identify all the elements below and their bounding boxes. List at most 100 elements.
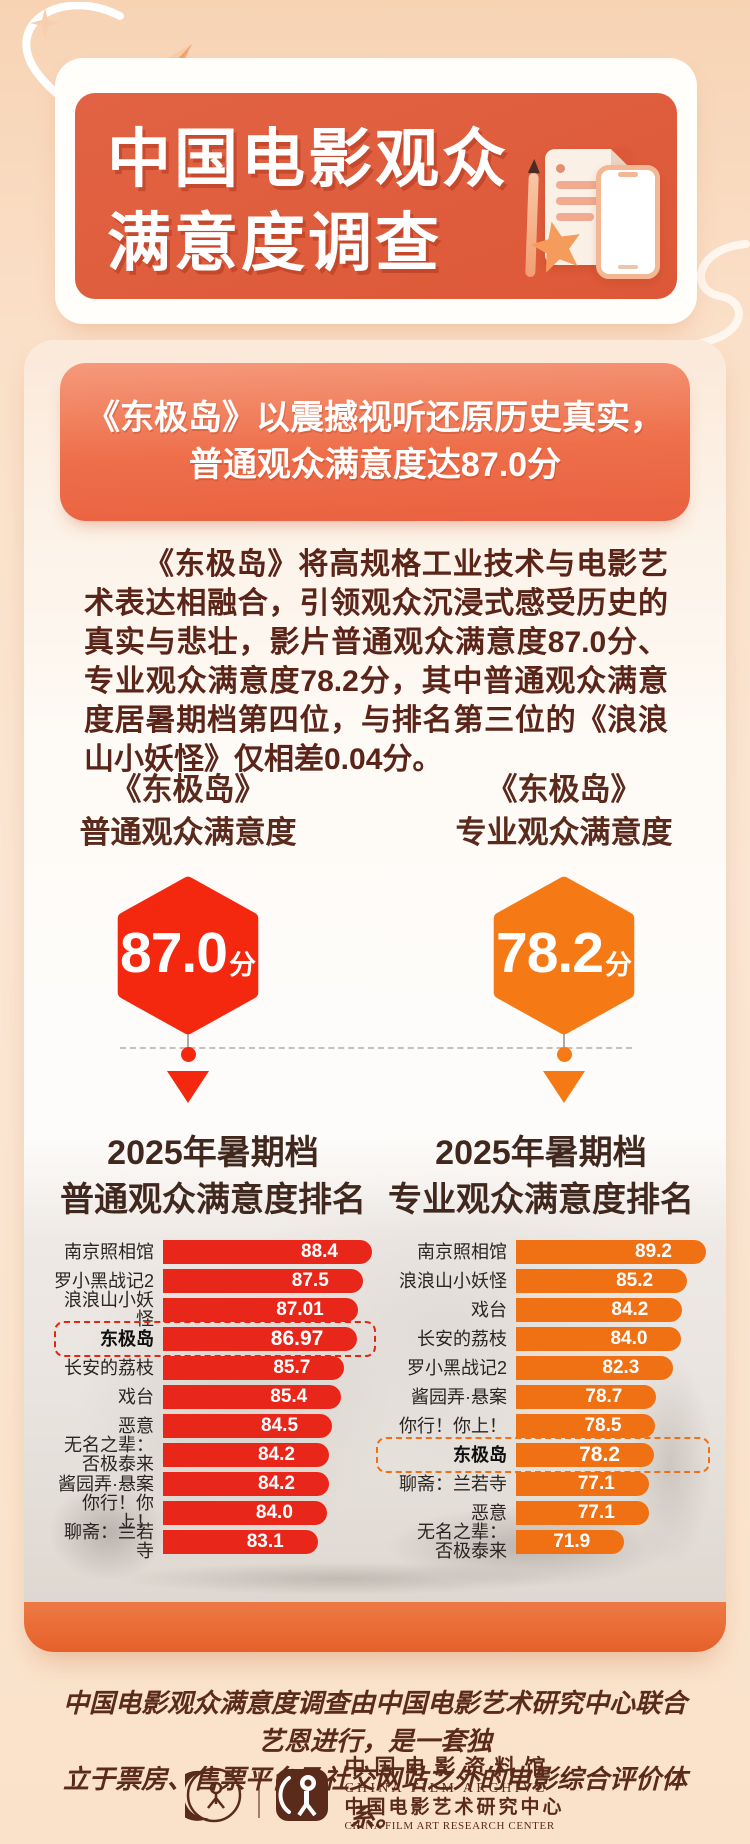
bar-track: 87.5 xyxy=(163,1269,372,1293)
bar-track: 88.4 xyxy=(163,1240,372,1264)
score-value-label: 86.97 xyxy=(270,1327,324,1350)
movie-label: 戏台 xyxy=(471,1299,507,1320)
bar-track: 77.1 xyxy=(516,1501,706,1525)
score-value: 87.0 xyxy=(120,921,228,985)
pointer-stem xyxy=(563,1026,565,1050)
score-value-label: 88.4 xyxy=(301,1241,338,1262)
arrow-down-icon xyxy=(167,1071,209,1103)
score-value-label: 84.2 xyxy=(257,1444,295,1465)
chart-row-你行！你上！: 你行！你上！ 78.5 xyxy=(376,1414,706,1438)
document-line xyxy=(556,213,594,221)
score-value-label: 85.7 xyxy=(273,1357,311,1378)
score-value-label: 77.1 xyxy=(577,1502,615,1523)
movie-label: 酱园弄·悬案 xyxy=(58,1473,154,1494)
score-bar: 84.0 xyxy=(163,1501,327,1525)
score-value-label: 84.2 xyxy=(257,1473,295,1494)
score-bar: 78.7 xyxy=(516,1385,657,1409)
score-value-label: 84.5 xyxy=(261,1415,299,1436)
movie-label: 浪浪山小妖怪 xyxy=(64,1290,154,1329)
chart-row-酱园弄·悬案: 酱园弄·悬案 84.2 xyxy=(54,1472,372,1496)
score-bar: 83.1 xyxy=(163,1530,318,1554)
score-value-label: 78.7 xyxy=(585,1386,623,1407)
intro-paragraph: 《东极岛》将高规格工业技术与电影艺术表达相融合，引领观众沉浸式感受历史的真实与悲… xyxy=(84,548,668,776)
bar-track: 84.2 xyxy=(163,1443,372,1467)
chart-general-audience-ranking: 2025年暑期档 普通观众满意度排名 南京照相馆 88.4 罗小黑战记2 87.5 浪浪… xyxy=(54,1130,376,1561)
org-cn-name-2: 中国电影艺术研究中心 xyxy=(344,1797,565,1818)
chart-rows: 南京照相馆 88.4 罗小黑战记2 87.5 浪浪山小妖怪 87.01 东极岛 86.97 长安… xyxy=(54,1240,376,1561)
header-panel: 中国电影观众 满意度调查 xyxy=(75,93,677,299)
score-value-label: 85.4 xyxy=(270,1386,308,1407)
pointer-dot xyxy=(556,1047,572,1062)
chart-row-东极岛: 东极岛 78.2 xyxy=(376,1437,710,1473)
bar-track: 83.1 xyxy=(163,1530,372,1554)
movie-label: 恶意 xyxy=(471,1502,507,1523)
bar-track: 86.97 xyxy=(163,1327,372,1351)
org-cn-name-1: 中国电影资料馆 xyxy=(344,1756,555,1779)
chart-row-南京照相馆: 南京照相馆 89.2 xyxy=(376,1240,706,1264)
score-bar: 82.3 xyxy=(516,1356,674,1380)
score-movie-title: 《东极岛》 xyxy=(486,772,642,807)
score-bar: 85.7 xyxy=(163,1356,345,1380)
score-movie-title: 《东极岛》 xyxy=(110,772,266,807)
movie-label: 东极岛 xyxy=(100,1328,154,1349)
score-value-label: 78.2 xyxy=(579,1443,620,1466)
bar-track: 78.2 xyxy=(516,1443,706,1467)
chart-row-长安的荔枝: 长安的荔枝 85.7 xyxy=(54,1356,372,1380)
score-bar: 85.4 xyxy=(163,1385,342,1409)
score-bar: 88.4 xyxy=(163,1240,372,1264)
bar-track: 87.01 xyxy=(163,1298,372,1322)
chart-professional-audience-ranking: 2025年暑期档 专业观众满意度排名 南京照相馆 89.2 浪浪山小妖怪 85.2 戏台… xyxy=(376,1130,710,1561)
score-value-group: 87.0 分 xyxy=(117,876,259,1030)
page-title: 中国电影观众 满意度调查 xyxy=(107,117,509,285)
bar-track: 84.2 xyxy=(516,1298,706,1322)
movie-label: 罗小黑战记2 xyxy=(406,1357,507,1378)
page-title-line1: 中国电影观众 xyxy=(107,123,509,195)
bar-track: 85.2 xyxy=(516,1269,706,1293)
score-bar: 84.2 xyxy=(163,1443,329,1467)
movie-label: 长安的荔枝 xyxy=(64,1357,154,1378)
chart-row-你行！你上！: 你行！你上！ 84.0 xyxy=(54,1494,372,1532)
bar-track: 77.1 xyxy=(516,1472,706,1496)
score-card-professional-audience: 《东极岛》 专业观众满意度 78.2 分 xyxy=(424,768,704,1103)
score-value-label: 89.2 xyxy=(635,1241,672,1262)
score-bar: 77.1 xyxy=(516,1501,649,1525)
methodology-note: 中国电影观众满意度调查由中国电影艺术研究中心联合艺恩进行，是一套独 立于票房、售… xyxy=(62,1688,687,1832)
organization-logos: 中国电影资料馆 CHINA FILM ARCHIVE 中国电影艺术研究中心 CH… xyxy=(0,1756,750,1833)
chart-row-南京照相馆: 南京照相馆 88.4 xyxy=(54,1240,372,1264)
pencil-icon xyxy=(525,172,539,278)
movie-label: 聊斋：兰若寺 xyxy=(399,1473,507,1494)
content-card: 《东极岛》将高规格工业技术与电影艺术表达相融合，引领观众沉浸式感受历史的真实与悲… xyxy=(24,340,726,1652)
chart-row-无名之辈：否极泰来: 无名之辈： 否极泰来 71.9 xyxy=(376,1523,706,1561)
chart-title: 2025年暑期档 普通观众满意度排名 xyxy=(54,1130,372,1224)
document-line xyxy=(556,197,612,205)
score-bar: 78.2 xyxy=(516,1443,654,1467)
score-value-label: 87.5 xyxy=(291,1270,329,1291)
score-bar: 77.1 xyxy=(516,1472,649,1496)
chart-row-恶意: 恶意 84.5 xyxy=(54,1414,372,1438)
score-value-label: 84.0 xyxy=(255,1502,293,1523)
header-card: 中国电影观众 满意度调查 xyxy=(55,58,697,324)
chart-row-酱园弄·悬案: 酱园弄·悬案 78.7 xyxy=(376,1385,706,1409)
score-value-label: 82.3 xyxy=(602,1357,640,1378)
movie-label: 罗小黑战记2 xyxy=(54,1270,155,1291)
score-value-label: 78.5 xyxy=(584,1415,622,1436)
movie-label: 南京照相馆 xyxy=(64,1241,154,1262)
chart-row-罗小黑战记2: 罗小黑战记2 82.3 xyxy=(376,1356,706,1380)
score-value-label: 84.0 xyxy=(610,1328,648,1349)
bar-track: 78.7 xyxy=(516,1385,706,1409)
score-bar: 85.2 xyxy=(516,1269,688,1293)
score-value-group: 78.2 分 xyxy=(493,876,635,1030)
movie-label: 南京照相馆 xyxy=(417,1241,507,1262)
score-hexagon-badge: 87.0 分 xyxy=(117,876,259,1035)
movie-label: 聊斋：兰若寺 xyxy=(64,1522,154,1561)
hexagon-shape xyxy=(493,876,635,1035)
bar-track: 82.3 xyxy=(516,1356,706,1380)
movie-label: 酱园弄·悬案 xyxy=(411,1386,507,1407)
chart-row-戏台: 戏台 84.2 xyxy=(376,1298,706,1322)
document-fold xyxy=(611,149,631,169)
pointer-stem xyxy=(187,1026,189,1050)
logo-divider xyxy=(258,1771,261,1818)
chart-title-line2: 普通观众满意度排名 xyxy=(60,1181,366,1219)
score-value-label: 77.1 xyxy=(577,1473,615,1494)
